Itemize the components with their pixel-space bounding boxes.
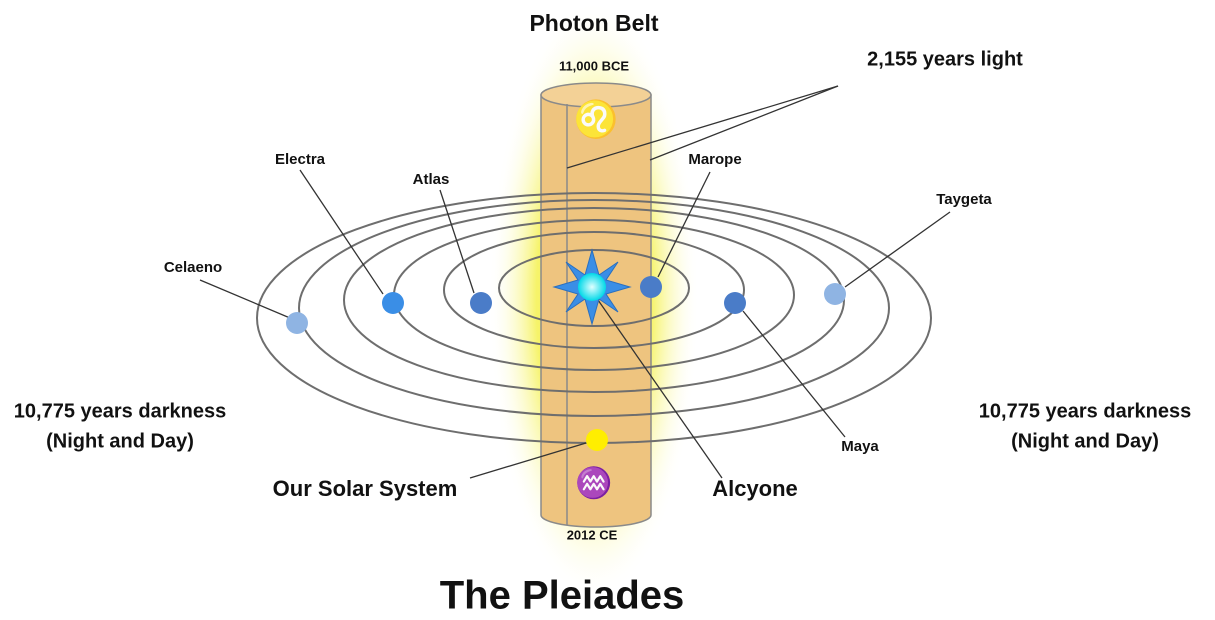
star: [640, 276, 662, 298]
darkness-label: 10,775 years darkness: [979, 400, 1191, 422]
sun: [586, 429, 608, 451]
star: [724, 292, 746, 314]
star-label: Marope: [688, 151, 741, 168]
belt-label: Photon Belt: [529, 10, 658, 36]
darkness-label: (Night and Day): [1011, 430, 1159, 452]
star-label: Atlas: [413, 171, 450, 188]
star-label: Taygeta: [936, 191, 992, 208]
star-label: Maya: [841, 438, 879, 455]
star: [286, 312, 308, 334]
title: The Pleiades: [440, 574, 685, 618]
star-label: Celaeno: [164, 259, 222, 276]
diagram: Photon Belt 11,000 BCE 2012 CE ♌ ♒ 2,155…: [0, 0, 1215, 620]
darkness-label: (Night and Day): [46, 430, 194, 452]
star: [470, 292, 492, 314]
bottom-date: 2012 CE: [567, 527, 618, 542]
darkness-label: 10,775 years darkness: [14, 400, 226, 422]
center-star-label: Alcyone: [712, 476, 798, 501]
top-date: 11,000 BCE: [559, 58, 629, 73]
star: [824, 283, 846, 305]
bottom-sign: ♒: [575, 465, 612, 500]
solar-system-label: Our Solar System: [273, 476, 458, 501]
belt-width-label: 2,155 years light: [867, 48, 1023, 70]
center-star: [578, 273, 606, 301]
star: [382, 292, 404, 314]
top-sign: ♌: [574, 99, 619, 140]
star-label: Electra: [275, 151, 326, 168]
